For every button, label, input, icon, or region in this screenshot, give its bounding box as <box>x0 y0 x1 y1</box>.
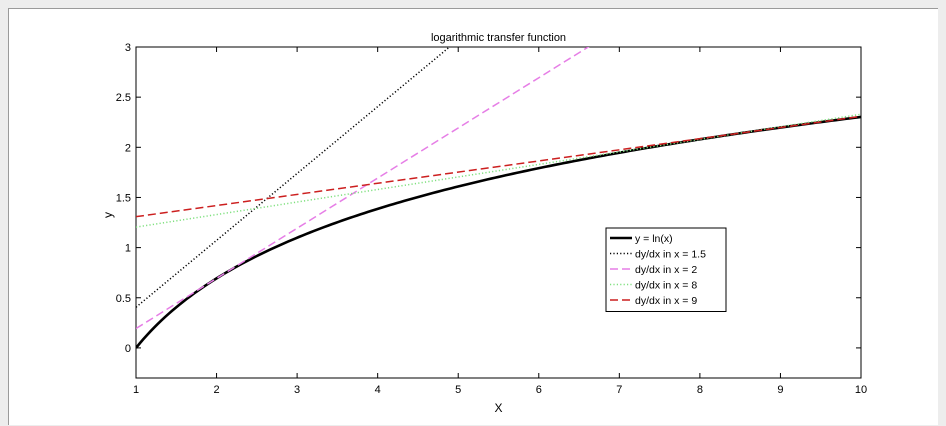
legend-label: y = ln(x) <box>635 233 673 245</box>
y-tick-label: 3 <box>125 42 131 54</box>
x-tick-label: 10 <box>855 384 867 396</box>
series-line-4 <box>136 115 861 218</box>
x-tick-label: 8 <box>697 384 703 396</box>
x-axis: 1 2 3 4 5 6 7 8 9 10 <box>133 47 867 396</box>
series-line-1 <box>136 47 451 308</box>
y-tick-label: 1 <box>125 243 131 255</box>
y-tick-label: 0.5 <box>116 293 131 305</box>
x-tick-label: 7 <box>616 384 622 396</box>
legend-label: dy/dx in x = 8 <box>635 280 697 292</box>
series-group <box>136 47 861 349</box>
legend-label: dy/dx in x = 9 <box>635 295 697 307</box>
y-tick-label: 0 <box>125 343 131 355</box>
y-axis: 0 0.5 1 1.5 2 2.5 3 <box>116 42 861 355</box>
chart-title: logarithmic transfer function <box>431 32 566 44</box>
series-line-0 <box>136 115 861 349</box>
y-tick-label: 2.5 <box>116 92 131 104</box>
x-tick-label: 6 <box>536 384 542 396</box>
plot-area <box>135 46 862 379</box>
x-tick-label: 1 <box>133 384 139 396</box>
y-axis-label: y <box>101 212 115 218</box>
x-axis-label: X <box>494 401 502 415</box>
x-tick-label: 2 <box>213 384 219 396</box>
legend-label: dy/dx in x = 2 <box>635 264 697 276</box>
legend: y = ln(x) dy/dx in x = 1.5 dy/dx in x = 2 d… <box>605 227 727 312</box>
x-tick-label: 9 <box>777 384 783 396</box>
x-tick-label: 3 <box>294 384 300 396</box>
series-line-2 <box>136 47 590 330</box>
x-tick-label: 4 <box>375 384 381 396</box>
y-tick-label: 1.5 <box>116 192 131 204</box>
y-tick-label: 2 <box>125 142 131 154</box>
x-tick-label: 5 <box>455 384 461 396</box>
legend-label: dy/dx in x = 1.5 <box>635 249 706 261</box>
